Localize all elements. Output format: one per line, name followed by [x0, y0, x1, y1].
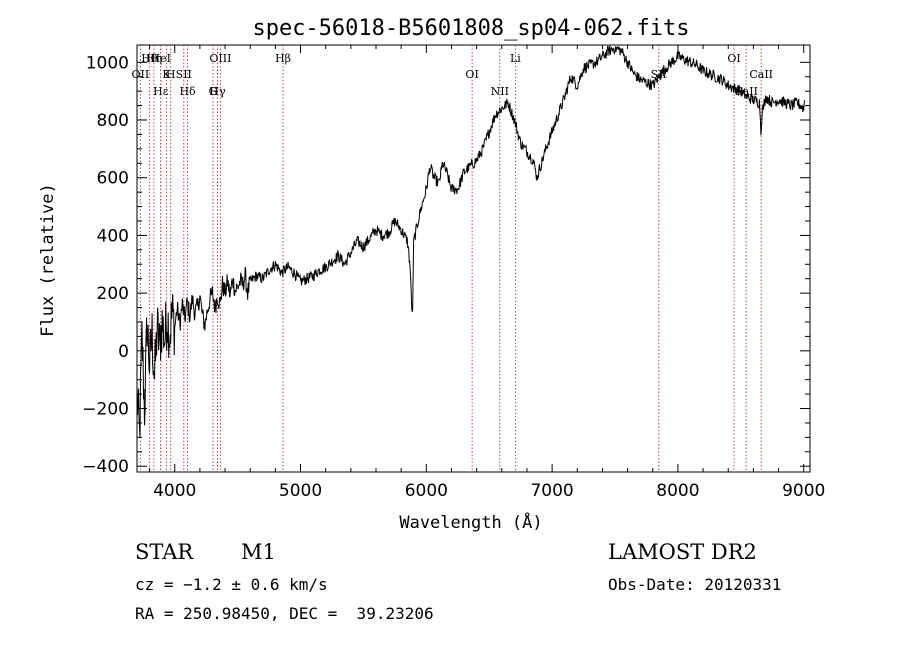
y-axis-label: Flux (relative): [38, 183, 58, 337]
y-tick-label: 600: [97, 169, 129, 189]
line-marker-label: G: [209, 85, 218, 98]
line-marker-label: OII: [132, 68, 150, 81]
plot-frame: [136, 44, 811, 473]
x-tick-label: 8000: [656, 481, 699, 501]
x-tick-label: 7000: [530, 481, 573, 501]
line-marker-label: OI: [465, 68, 478, 81]
line-marker-label: K: [162, 68, 171, 81]
y-tick-label: 1000: [86, 53, 129, 73]
y-tick-label: 400: [97, 226, 129, 246]
x-tick-label: 6000: [405, 481, 448, 501]
x-axis-label: Wavelength (Å): [399, 511, 542, 533]
x-tick-label: 5000: [279, 481, 322, 501]
line-marker-label: NII: [491, 85, 509, 98]
line-marker-label: Hθ: [141, 52, 158, 65]
line-marker-label: CaII: [749, 68, 773, 81]
redshift-cz: cz = −1.2 ± 0.6 km/s: [135, 575, 328, 594]
coordinates: RA = 250.98450, DEC = 39.23206: [135, 604, 434, 623]
x-tick-label: 9000: [782, 481, 825, 501]
line-marker-label: H: [166, 68, 176, 81]
line-marker-label: OI: [727, 52, 740, 65]
object-type: STAR: [135, 540, 194, 564]
line-marker-label: HeI: [151, 52, 171, 65]
chart-title: spec-56018-B5601808_sp04-062.fits: [252, 16, 689, 41]
y-tick-label: −400: [82, 457, 129, 477]
x-tick-label: 4000: [153, 481, 196, 501]
y-tick-label: 200: [97, 284, 129, 304]
survey-name: LAMOST DR2: [608, 540, 757, 564]
obs-date: Obs-Date: 20120331: [608, 575, 782, 594]
spectrum-line: [136, 45, 806, 439]
plot-area: HθKHδOIIIOIIHεHeISIIHγHηHGHβOINIILiSIICa…: [82, 44, 825, 501]
line-marker-label: Li: [510, 52, 521, 65]
line-marker-label: Hγ: [209, 85, 226, 98]
y-tick-label: −200: [82, 400, 129, 420]
line-marker-label: OIII: [209, 52, 231, 65]
object-subclass: M1: [241, 540, 276, 564]
y-tick-label: 800: [97, 111, 129, 131]
y-tick-label: 0: [118, 342, 129, 362]
line-marker-label: Hβ: [275, 52, 291, 65]
line-marker-label: SII: [176, 68, 192, 81]
line-marker-label: Hδ: [179, 85, 196, 98]
line-marker-label: Hη: [146, 52, 162, 65]
